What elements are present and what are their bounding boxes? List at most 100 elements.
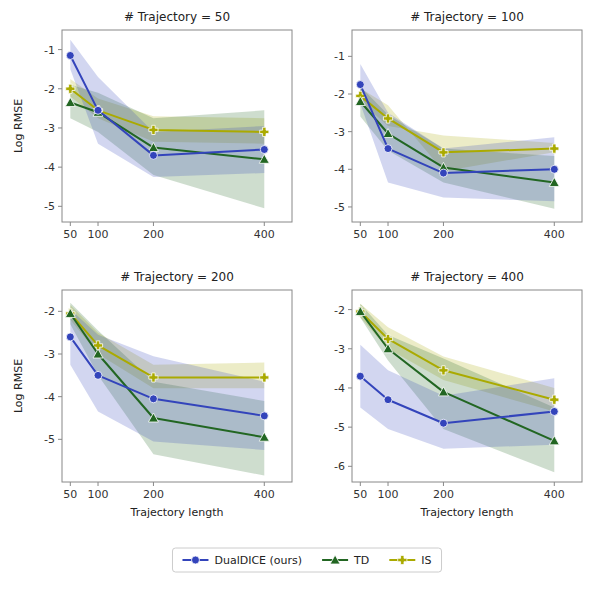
y-axis-label: Log RMSE [12,99,25,153]
series-line [360,96,554,152]
x-tick-label: 200 [143,228,164,241]
legend-items: DualDICE (ours)TDIS [182,554,431,567]
figure: 50100200400-5-4-3-2-1# Trajectory = 50Lo… [0,0,614,592]
x-tick-label: 200 [143,488,164,501]
point-marker [66,309,75,318]
series-line [70,313,264,377]
y-axis-label: Log RMSE [12,359,25,413]
point-marker [260,412,268,420]
point-marker [549,177,559,186]
x-tick [98,222,99,226]
x-tick [153,222,154,226]
subplot: 50100200400-5-4-3-2-1# Trajectory = 100 [334,10,582,241]
legend-item: IS [389,554,431,567]
y-tick [348,56,352,57]
x-tick [360,482,361,486]
y-tick [58,88,62,89]
y-tick [58,396,62,397]
data-area [65,40,269,208]
plot-frame [62,290,292,482]
y-tick [348,131,352,132]
y-tick [348,466,352,467]
x-tick-label: 50 [63,488,77,501]
y-tick-label: -1 [44,44,55,57]
legend-item: TD [322,554,369,567]
x-tick-label: 50 [353,228,367,241]
point-marker [439,366,448,375]
y-tick-label: -6 [334,460,345,473]
point-marker [66,84,75,93]
x-tick-label: 100 [378,488,399,501]
point-marker [149,395,157,403]
legend-marker [398,555,407,564]
legend-marker [330,555,340,564]
point-marker [550,407,558,415]
point-marker [259,154,269,163]
x-tick [264,482,265,486]
point-marker [94,371,102,379]
x-tick-label: 400 [544,228,565,241]
point-marker [260,373,269,382]
legend-marker [191,556,199,564]
y-tick [348,169,352,170]
x-tick-label: 400 [544,488,565,501]
plot-frame [62,30,292,222]
point-marker [439,169,447,177]
x-tick-label: 50 [353,488,367,501]
point-marker [149,373,158,382]
x-tick-label: 100 [88,228,109,241]
y-tick-label: -4 [334,163,345,176]
y-tick [58,167,62,168]
point-marker [148,413,158,422]
y-tick-label: -4 [44,391,55,404]
x-tick-label: 200 [433,488,454,501]
y-tick-label: -5 [334,201,345,214]
point-marker [439,419,447,427]
point-marker [383,114,392,123]
point-marker [66,51,74,59]
legend: DualDICE (ours)TDIS [172,548,441,572]
series-line [70,55,264,155]
subplot: 50100200400-6-5-4-3-2# Trajectory = 400T… [334,270,582,519]
point-marker [93,107,103,116]
legend-label: IS [421,554,431,567]
point-marker [439,148,448,157]
x-axis-label: Trajectory length [130,506,224,519]
x-tick [360,222,361,226]
plot-background [352,290,582,482]
subplot: 50100200400-5-4-3-2-1# Trajectory = 50Lo… [12,10,292,241]
y-tick [348,206,352,207]
y-tick [58,439,62,440]
y-tick-label: -3 [334,343,345,356]
x-tick-label: 50 [63,228,77,241]
point-marker [356,372,364,380]
y-tick-label: -3 [44,122,55,135]
y-tick [348,94,352,95]
y-tick-label: -4 [44,161,55,174]
y-tick-label: -4 [334,382,345,395]
plot-background [62,30,292,222]
x-tick [153,482,154,486]
data-area [355,64,559,209]
point-marker [384,396,392,404]
subplot-title: # Trajectory = 400 [410,270,524,284]
point-marker [148,143,158,152]
series-line [360,376,554,423]
y-tick-label: -2 [44,83,55,96]
x-tick [443,482,444,486]
y-tick-label: -5 [44,433,55,446]
x-tick-label: 400 [254,488,275,501]
point-marker [383,344,393,353]
x-tick [554,482,555,486]
confidence-band [360,304,554,472]
point-marker [149,151,157,159]
y-tick [58,311,62,312]
series-line [360,85,554,173]
point-marker [438,387,448,396]
series-line [360,312,554,441]
point-marker [65,97,75,106]
y-tick-label: -2 [334,88,345,101]
point-marker [65,308,75,317]
y-tick-label: -3 [44,348,55,361]
series-line [70,313,264,437]
